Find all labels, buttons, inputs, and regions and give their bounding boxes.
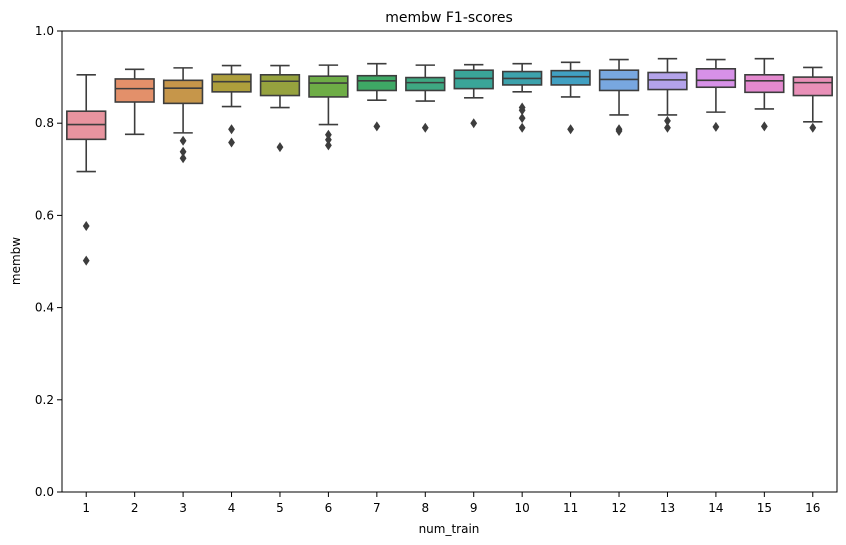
box-iqr — [308, 75, 349, 98]
box-group-1 — [66, 73, 107, 266]
outlier-point — [179, 146, 187, 157]
x-axis-label: num_train — [419, 522, 480, 536]
box-group-4 — [211, 64, 252, 148]
y-tick-label: 0.8 — [35, 116, 54, 130]
outlier-point — [325, 134, 332, 145]
plot-frame — [61, 30, 838, 493]
outlier-point — [664, 115, 671, 126]
box-group-7 — [356, 62, 398, 132]
y-tick-label: 0.6 — [35, 208, 54, 222]
x-tick-label: 8 — [421, 501, 429, 515]
box-iqr — [356, 74, 398, 92]
outlier-point — [325, 140, 332, 151]
x-tick-label: 1 — [82, 501, 90, 515]
x-tick-label: 7 — [373, 501, 381, 515]
box-iqr — [550, 69, 591, 86]
y-axis-label: membw — [9, 237, 23, 285]
box-group-6 — [308, 64, 349, 151]
box-iqr — [598, 69, 640, 92]
box-iqr — [405, 76, 446, 92]
outlier-point — [325, 129, 332, 140]
outlier-point — [228, 137, 235, 148]
outlier-point — [518, 105, 526, 116]
x-tick-label: 2 — [131, 501, 139, 515]
x-tick-label: 6 — [325, 501, 333, 515]
box-iqr — [162, 79, 204, 105]
outlier-point — [664, 122, 671, 133]
x-tick-label: 12 — [611, 501, 626, 515]
outlier-point — [179, 153, 187, 164]
x-tick-label: 3 — [179, 501, 187, 515]
outlier-point — [518, 122, 526, 133]
outlier-point — [421, 122, 429, 133]
outlier-point — [179, 135, 187, 146]
box-iqr — [453, 69, 494, 90]
x-tick-label: 4 — [228, 501, 236, 515]
box-iqr — [647, 71, 688, 91]
box-group-11 — [550, 61, 591, 135]
box-iqr — [695, 68, 737, 89]
x-tick-label: 5 — [276, 501, 284, 515]
box-group-15 — [744, 57, 785, 132]
x-tick-label: 13 — [660, 501, 675, 515]
box-group-14 — [695, 58, 737, 132]
plot-content — [66, 57, 833, 266]
y-tick-label: 0.0 — [35, 485, 54, 499]
y-tick-label: 0.2 — [35, 393, 54, 407]
box-group-12 — [598, 58, 640, 137]
outlier-point — [470, 118, 478, 129]
box-iqr — [259, 73, 301, 97]
outlier-point — [518, 113, 526, 124]
box-group-5 — [259, 64, 301, 153]
box-group-8 — [405, 64, 446, 133]
box-group-2 — [114, 68, 155, 136]
box-group-3 — [162, 67, 204, 164]
outlier-point — [82, 255, 90, 266]
box-group-13 — [647, 57, 688, 133]
x-tick-label: 15 — [757, 501, 772, 515]
x-tick-label: 11 — [563, 501, 578, 515]
outlier-point — [82, 221, 90, 232]
box-group-9 — [453, 63, 494, 129]
x-tick-label: 14 — [708, 501, 723, 515]
box-iqr — [792, 76, 833, 97]
box-iqr — [744, 73, 785, 94]
outlier-point — [276, 142, 284, 153]
x-tick-label: 16 — [805, 501, 820, 515]
outlier-point — [809, 122, 817, 133]
box-iqr — [211, 73, 252, 93]
outlier-point — [760, 121, 768, 132]
outlier-point — [712, 121, 720, 132]
x-tick-label: 9 — [470, 501, 478, 515]
outlier-point — [615, 126, 623, 137]
y-axis: 0.0 0.2 0.4 0.6 0.8 1.0 — [35, 24, 62, 499]
outlier-point — [567, 124, 574, 135]
chart-title: membw F1-scores — [385, 10, 513, 26]
outlier-point — [373, 121, 381, 132]
y-tick-label: 1.0 — [35, 24, 54, 38]
box-group-10 — [501, 62, 543, 133]
box-iqr — [114, 78, 155, 103]
x-axis: 1 2 3 4 5 6 7 8 9 10 11 12 13 14 15 16 — [82, 492, 820, 515]
box-group-16 — [792, 66, 833, 133]
x-tick-label: 10 — [515, 501, 530, 515]
y-tick-label: 0.4 — [35, 301, 54, 315]
outlier-point — [228, 124, 235, 135]
